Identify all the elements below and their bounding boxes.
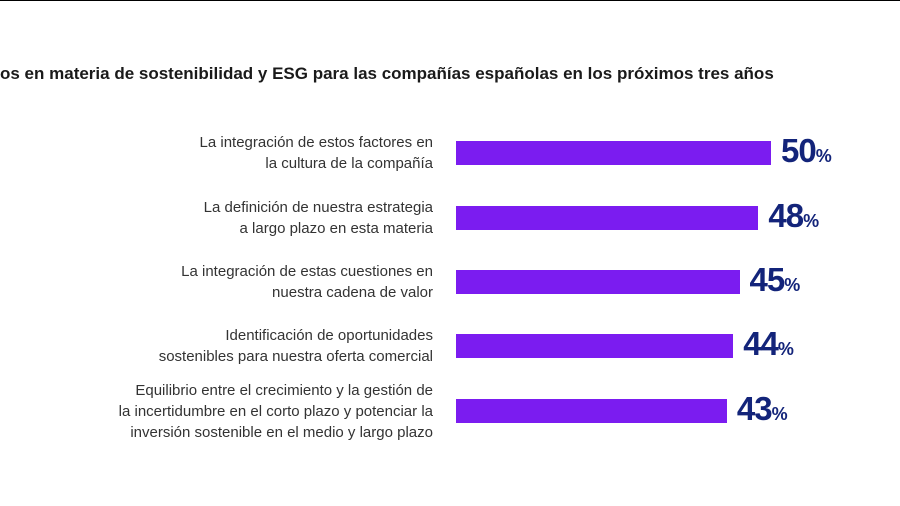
percent-sign: % [777,339,794,359]
bar [456,334,734,358]
value-label: 50% [781,132,832,170]
percent-sign: % [803,211,819,231]
category-label: La definición de nuestra estrategia a la… [203,199,433,237]
value-number: 44 [743,325,779,362]
top-divider [0,0,900,1]
percent-sign: % [815,146,832,166]
percent-sign: % [771,404,788,424]
bar [456,399,727,423]
value-label: 48% [768,197,819,235]
value-label: 43% [736,390,788,428]
category-label: La integración de estas cuestiones en nu… [181,263,433,301]
value-number: 48 [768,197,804,234]
bar [456,270,740,294]
value-number: 45 [749,261,786,298]
value-number: 43 [736,390,773,427]
category-label: La integración de estos factores en la c… [199,134,433,172]
bar [456,141,771,165]
bar [456,206,759,230]
value-label: 45% [749,261,801,299]
category-label: Identificación de oportunidades sostenib… [158,327,433,365]
percent-sign: % [784,275,800,295]
value-label: 44% [743,325,794,363]
chart-title: os en materia de sostenibilidad y ESG pa… [0,64,774,83]
value-number: 50 [781,132,817,169]
category-label: Equilibrio entre el crecimiento y la ges… [118,381,433,441]
